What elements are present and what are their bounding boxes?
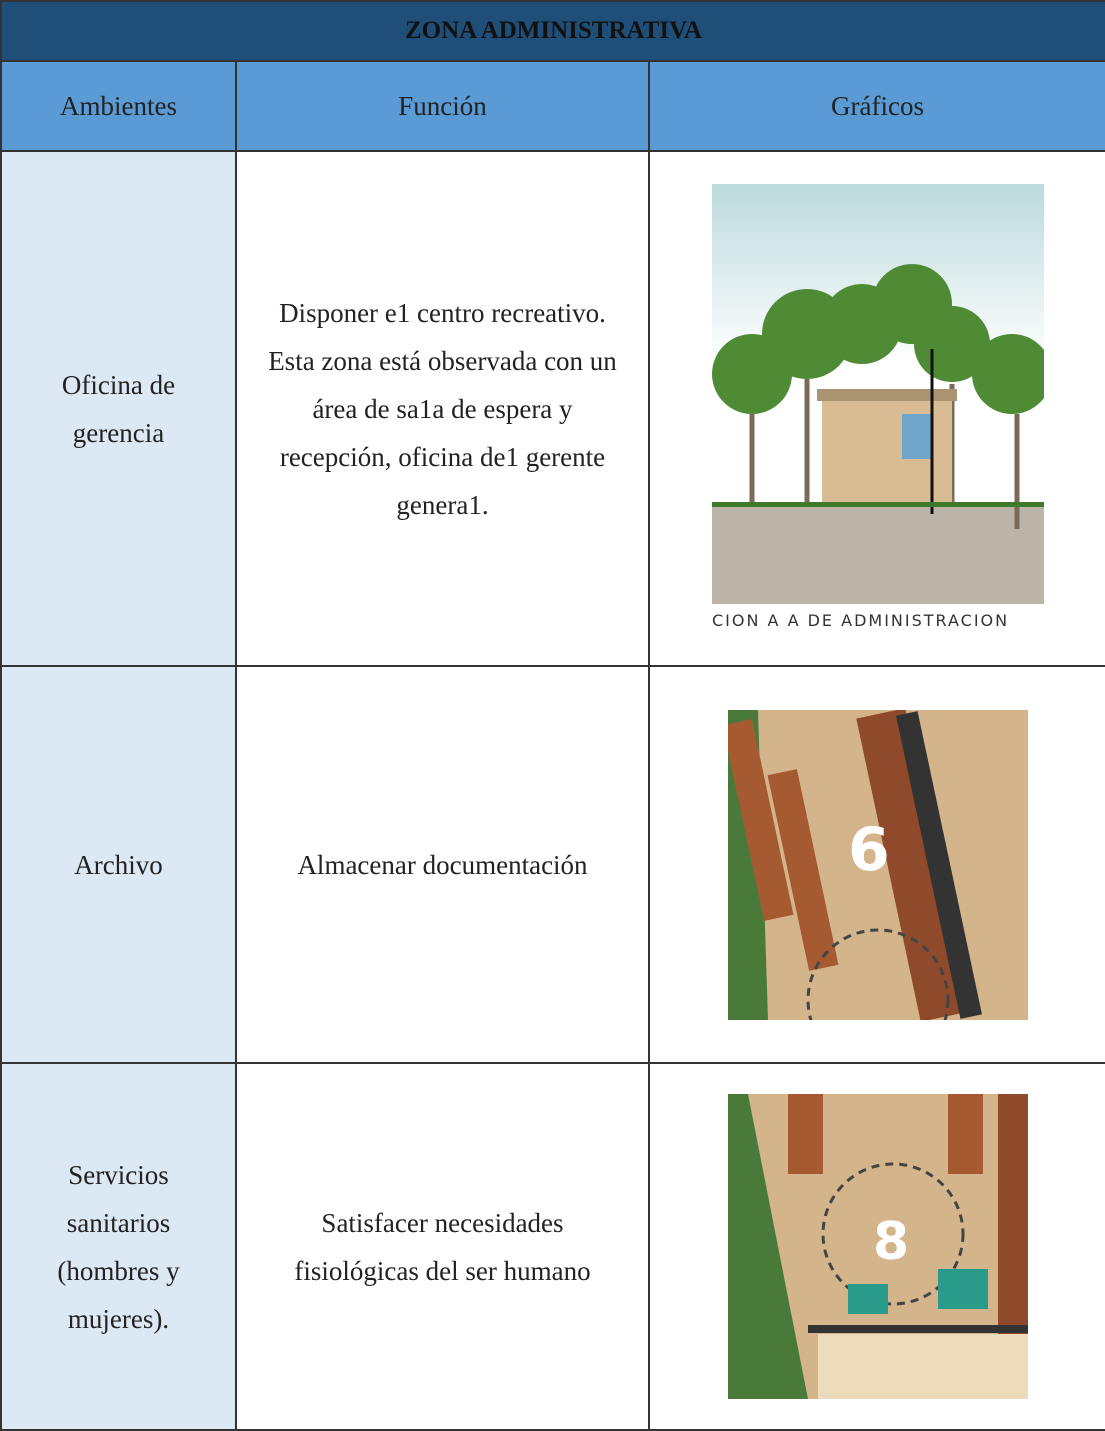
header-cell: Gráficos xyxy=(648,60,1105,152)
funcion: Almacenar documentación xyxy=(297,849,588,880)
elevation-graphic: CION A A DE ADMINISTRACION xyxy=(711,183,1044,634)
graphic-caption: CION A A DE ADMINISTRACION xyxy=(712,611,1009,630)
ambiente: Oficina de gerencia xyxy=(61,369,176,448)
header-cell: Ambientes xyxy=(0,60,237,152)
header-cell: Función xyxy=(235,60,650,152)
plan-graphic: 8 xyxy=(727,1094,1028,1399)
ambiente-cell: Oficina de gerencia xyxy=(0,150,237,667)
ambiente: Servicios sanitarios (hombres y mujeres)… xyxy=(57,1159,180,1334)
grafico-cell: CION A A DE ADMINISTRACION xyxy=(648,150,1105,667)
plan-graphic: 6 xyxy=(727,709,1028,1020)
funcion-cell: Disponer e1 centro recreativo. Esta zona… xyxy=(235,150,650,667)
funcion: Disponer e1 centro recreativo. Esta zona… xyxy=(268,297,617,520)
grafico-cell: 6 xyxy=(648,665,1105,1064)
table-title: ZONA ADMINISTRATIVA xyxy=(0,0,1105,62)
funcion: Satisfacer necesidades fisiológicas del … xyxy=(294,1207,591,1286)
ambiente-cell: Archivo xyxy=(0,665,237,1064)
funcion-cell: Almacenar documentación xyxy=(235,665,650,1064)
ambiente-cell: Servicios sanitarios (hombres y mujeres)… xyxy=(0,1062,237,1431)
grafico-cell: 8 xyxy=(648,1062,1105,1431)
graphic-number: 8 xyxy=(873,1212,909,1272)
graphic-number: 6 xyxy=(848,815,890,885)
ambiente: Archivo xyxy=(74,849,163,880)
funcion-cell: Satisfacer necesidades fisiológicas del … xyxy=(235,1062,650,1431)
